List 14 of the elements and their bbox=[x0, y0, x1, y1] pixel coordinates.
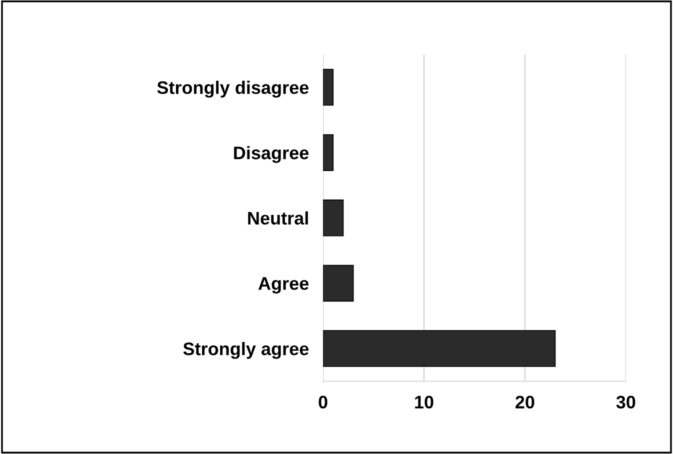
x-tick-label: 20 bbox=[516, 396, 534, 409]
y-tick-label: Disagree bbox=[234, 146, 309, 163]
x-tick-label: 0 bbox=[318, 396, 328, 409]
y-tick-label: Neutral bbox=[248, 211, 308, 225]
bar bbox=[323, 134, 334, 171]
y-tick-label: Strongly disagree bbox=[157, 80, 309, 98]
y-tick-label: Strongly agree bbox=[183, 342, 309, 359]
bar bbox=[323, 264, 354, 302]
bar bbox=[323, 330, 556, 367]
x-tick-label: 30 bbox=[616, 396, 636, 409]
y-tick-label: Agree bbox=[258, 277, 309, 294]
bar bbox=[323, 68, 334, 106]
x-tick-label: 10 bbox=[415, 396, 434, 409]
bar bbox=[323, 200, 344, 236]
